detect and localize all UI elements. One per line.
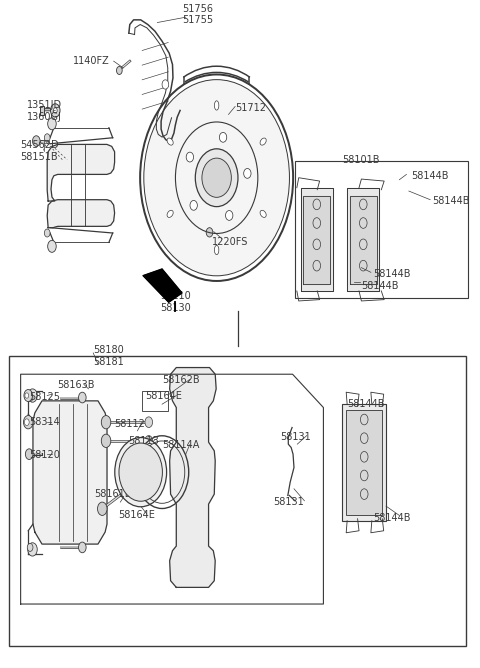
Ellipse shape <box>195 149 238 206</box>
Text: 58163B: 58163B <box>58 380 95 390</box>
Ellipse shape <box>190 200 197 210</box>
Circle shape <box>97 502 107 516</box>
Ellipse shape <box>215 245 219 255</box>
Circle shape <box>27 393 33 401</box>
Ellipse shape <box>215 101 219 110</box>
Polygon shape <box>47 200 115 228</box>
Text: 58131: 58131 <box>274 497 304 507</box>
Ellipse shape <box>167 138 173 145</box>
Bar <box>9 356 466 646</box>
Text: 58144B: 58144B <box>373 269 411 279</box>
Text: 51712: 51712 <box>236 103 266 113</box>
Text: 58144B: 58144B <box>347 399 384 409</box>
Text: 58314: 58314 <box>29 418 60 427</box>
Ellipse shape <box>260 210 266 217</box>
Text: 1220FS: 1220FS <box>212 237 248 247</box>
Text: 1140FZ: 1140FZ <box>73 56 110 66</box>
Text: 58162B: 58162B <box>162 375 200 385</box>
Circle shape <box>162 79 168 89</box>
Text: 58113: 58113 <box>128 436 158 446</box>
Text: 58131: 58131 <box>280 432 311 442</box>
Text: 1351JD
1360GJ: 1351JD 1360GJ <box>27 100 62 122</box>
Text: 58120: 58120 <box>29 450 60 460</box>
Ellipse shape <box>244 168 251 178</box>
Text: 58144B: 58144B <box>411 171 449 181</box>
Ellipse shape <box>186 152 193 162</box>
Text: 58164E: 58164E <box>145 391 182 401</box>
Ellipse shape <box>115 438 167 507</box>
Circle shape <box>44 229 50 237</box>
Circle shape <box>120 488 128 498</box>
Circle shape <box>145 417 153 428</box>
Circle shape <box>79 542 86 552</box>
Circle shape <box>28 389 37 402</box>
Circle shape <box>33 136 40 146</box>
Polygon shape <box>350 196 377 285</box>
Ellipse shape <box>260 138 266 145</box>
Text: 51756
51755: 51756 51755 <box>182 4 213 25</box>
Bar <box>142 391 168 411</box>
Ellipse shape <box>119 443 162 501</box>
Polygon shape <box>169 367 216 587</box>
Text: 58144B: 58144B <box>361 281 399 291</box>
Polygon shape <box>143 269 182 303</box>
Text: 58114A: 58114A <box>162 440 199 450</box>
Circle shape <box>48 240 56 253</box>
Text: 58144B: 58144B <box>432 196 470 206</box>
Bar <box>346 409 382 516</box>
Circle shape <box>101 415 111 429</box>
Circle shape <box>79 392 86 403</box>
Circle shape <box>101 434 111 448</box>
Circle shape <box>117 67 122 74</box>
Polygon shape <box>33 401 107 544</box>
Circle shape <box>25 449 33 460</box>
Text: 58164E: 58164E <box>119 510 155 520</box>
Circle shape <box>28 542 37 556</box>
Circle shape <box>24 419 29 426</box>
Circle shape <box>24 415 33 429</box>
Polygon shape <box>303 196 330 285</box>
Ellipse shape <box>167 210 173 217</box>
Bar <box>342 404 386 521</box>
Circle shape <box>145 436 153 446</box>
Circle shape <box>206 228 213 237</box>
Circle shape <box>24 389 33 401</box>
Ellipse shape <box>202 158 231 197</box>
Circle shape <box>44 134 50 142</box>
Ellipse shape <box>144 79 289 276</box>
Circle shape <box>27 543 33 551</box>
Circle shape <box>50 104 60 117</box>
Text: 58161B: 58161B <box>95 489 132 499</box>
Polygon shape <box>47 144 115 201</box>
Text: 58101B: 58101B <box>343 155 380 165</box>
Text: 58125: 58125 <box>29 392 60 402</box>
Ellipse shape <box>219 132 227 142</box>
Circle shape <box>25 393 29 398</box>
Bar <box>40 106 44 115</box>
Text: 58180
58181: 58180 58181 <box>93 345 124 367</box>
Ellipse shape <box>226 210 233 220</box>
Circle shape <box>48 118 56 130</box>
Text: 54562D
58151B: 54562D 58151B <box>21 140 59 162</box>
Text: 58112: 58112 <box>115 420 145 429</box>
Circle shape <box>53 108 57 113</box>
Bar <box>295 161 468 298</box>
Text: 58144B: 58144B <box>373 513 411 523</box>
Text: 58110
58130: 58110 58130 <box>160 291 191 313</box>
Polygon shape <box>300 188 333 291</box>
Polygon shape <box>347 188 379 291</box>
